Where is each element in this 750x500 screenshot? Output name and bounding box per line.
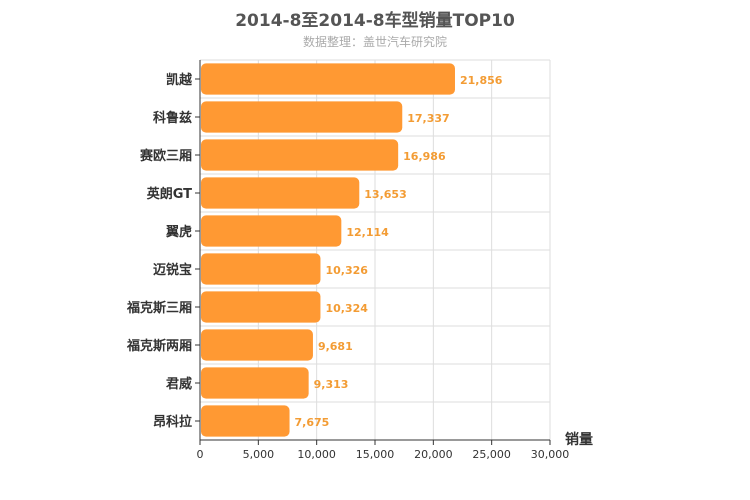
bar-9	[201, 367, 309, 399]
data-label: 7,675	[295, 416, 330, 429]
x-axis-title: 销量	[565, 431, 593, 448]
chart-subtitle: 数据整理：盖世汽车研究院	[302, 35, 447, 49]
category-label: 福克斯两厢	[126, 338, 192, 354]
data-label: 10,324	[325, 302, 368, 315]
category-label: 翼虎	[165, 224, 192, 240]
x-tick-label: 5,000	[243, 448, 275, 461]
data-label: 17,337	[407, 112, 449, 125]
bar-10	[201, 405, 290, 437]
x-tick-label: 10,000	[297, 448, 336, 461]
data-label: 10,326	[325, 264, 368, 277]
data-label: 12,114	[346, 226, 389, 239]
x-tick-label: 25,000	[472, 448, 511, 461]
bar-5	[201, 215, 342, 247]
data-label: 21,856	[460, 74, 503, 87]
label-layer: 凯越 21,856 科鲁兹 17,337 赛欧三厢 16,986 英朗GT 13,653 翼虎 1…	[126, 72, 503, 430]
x-tick-label: 15,000	[356, 448, 395, 461]
category-label: 昂科拉	[153, 414, 192, 430]
axis-layer: 0 5,000 10,000 15,000 20,000 25,000 30,000	[195, 60, 569, 461]
bar-7	[201, 291, 321, 323]
bar-3	[201, 139, 399, 171]
bar-2	[201, 101, 403, 133]
category-label: 君威	[166, 376, 192, 392]
category-label: 赛欧三厢	[139, 148, 192, 164]
bar-8	[201, 329, 313, 361]
data-label: 13,653	[364, 188, 406, 201]
category-label: 英朗GT	[146, 186, 192, 202]
x-tick-label: 20,000	[414, 448, 453, 461]
category-label: 凯越	[166, 72, 193, 88]
bar-layer	[201, 63, 455, 437]
data-label: 9,313	[314, 378, 349, 391]
data-label: 9,681	[318, 340, 353, 353]
x-tick-label: 0	[197, 448, 204, 461]
chart-title: 2014-8至2014-8车型销量TOP10	[235, 11, 515, 31]
category-label: 科鲁兹	[153, 110, 192, 126]
category-label: 福克斯三厢	[126, 300, 192, 316]
bar-1	[201, 63, 455, 95]
category-label: 迈锐宝	[153, 262, 192, 278]
x-tick-label: 30,000	[531, 448, 570, 461]
data-label: 16,986	[403, 150, 446, 163]
bar-4	[201, 177, 360, 209]
bar-6	[201, 253, 321, 285]
